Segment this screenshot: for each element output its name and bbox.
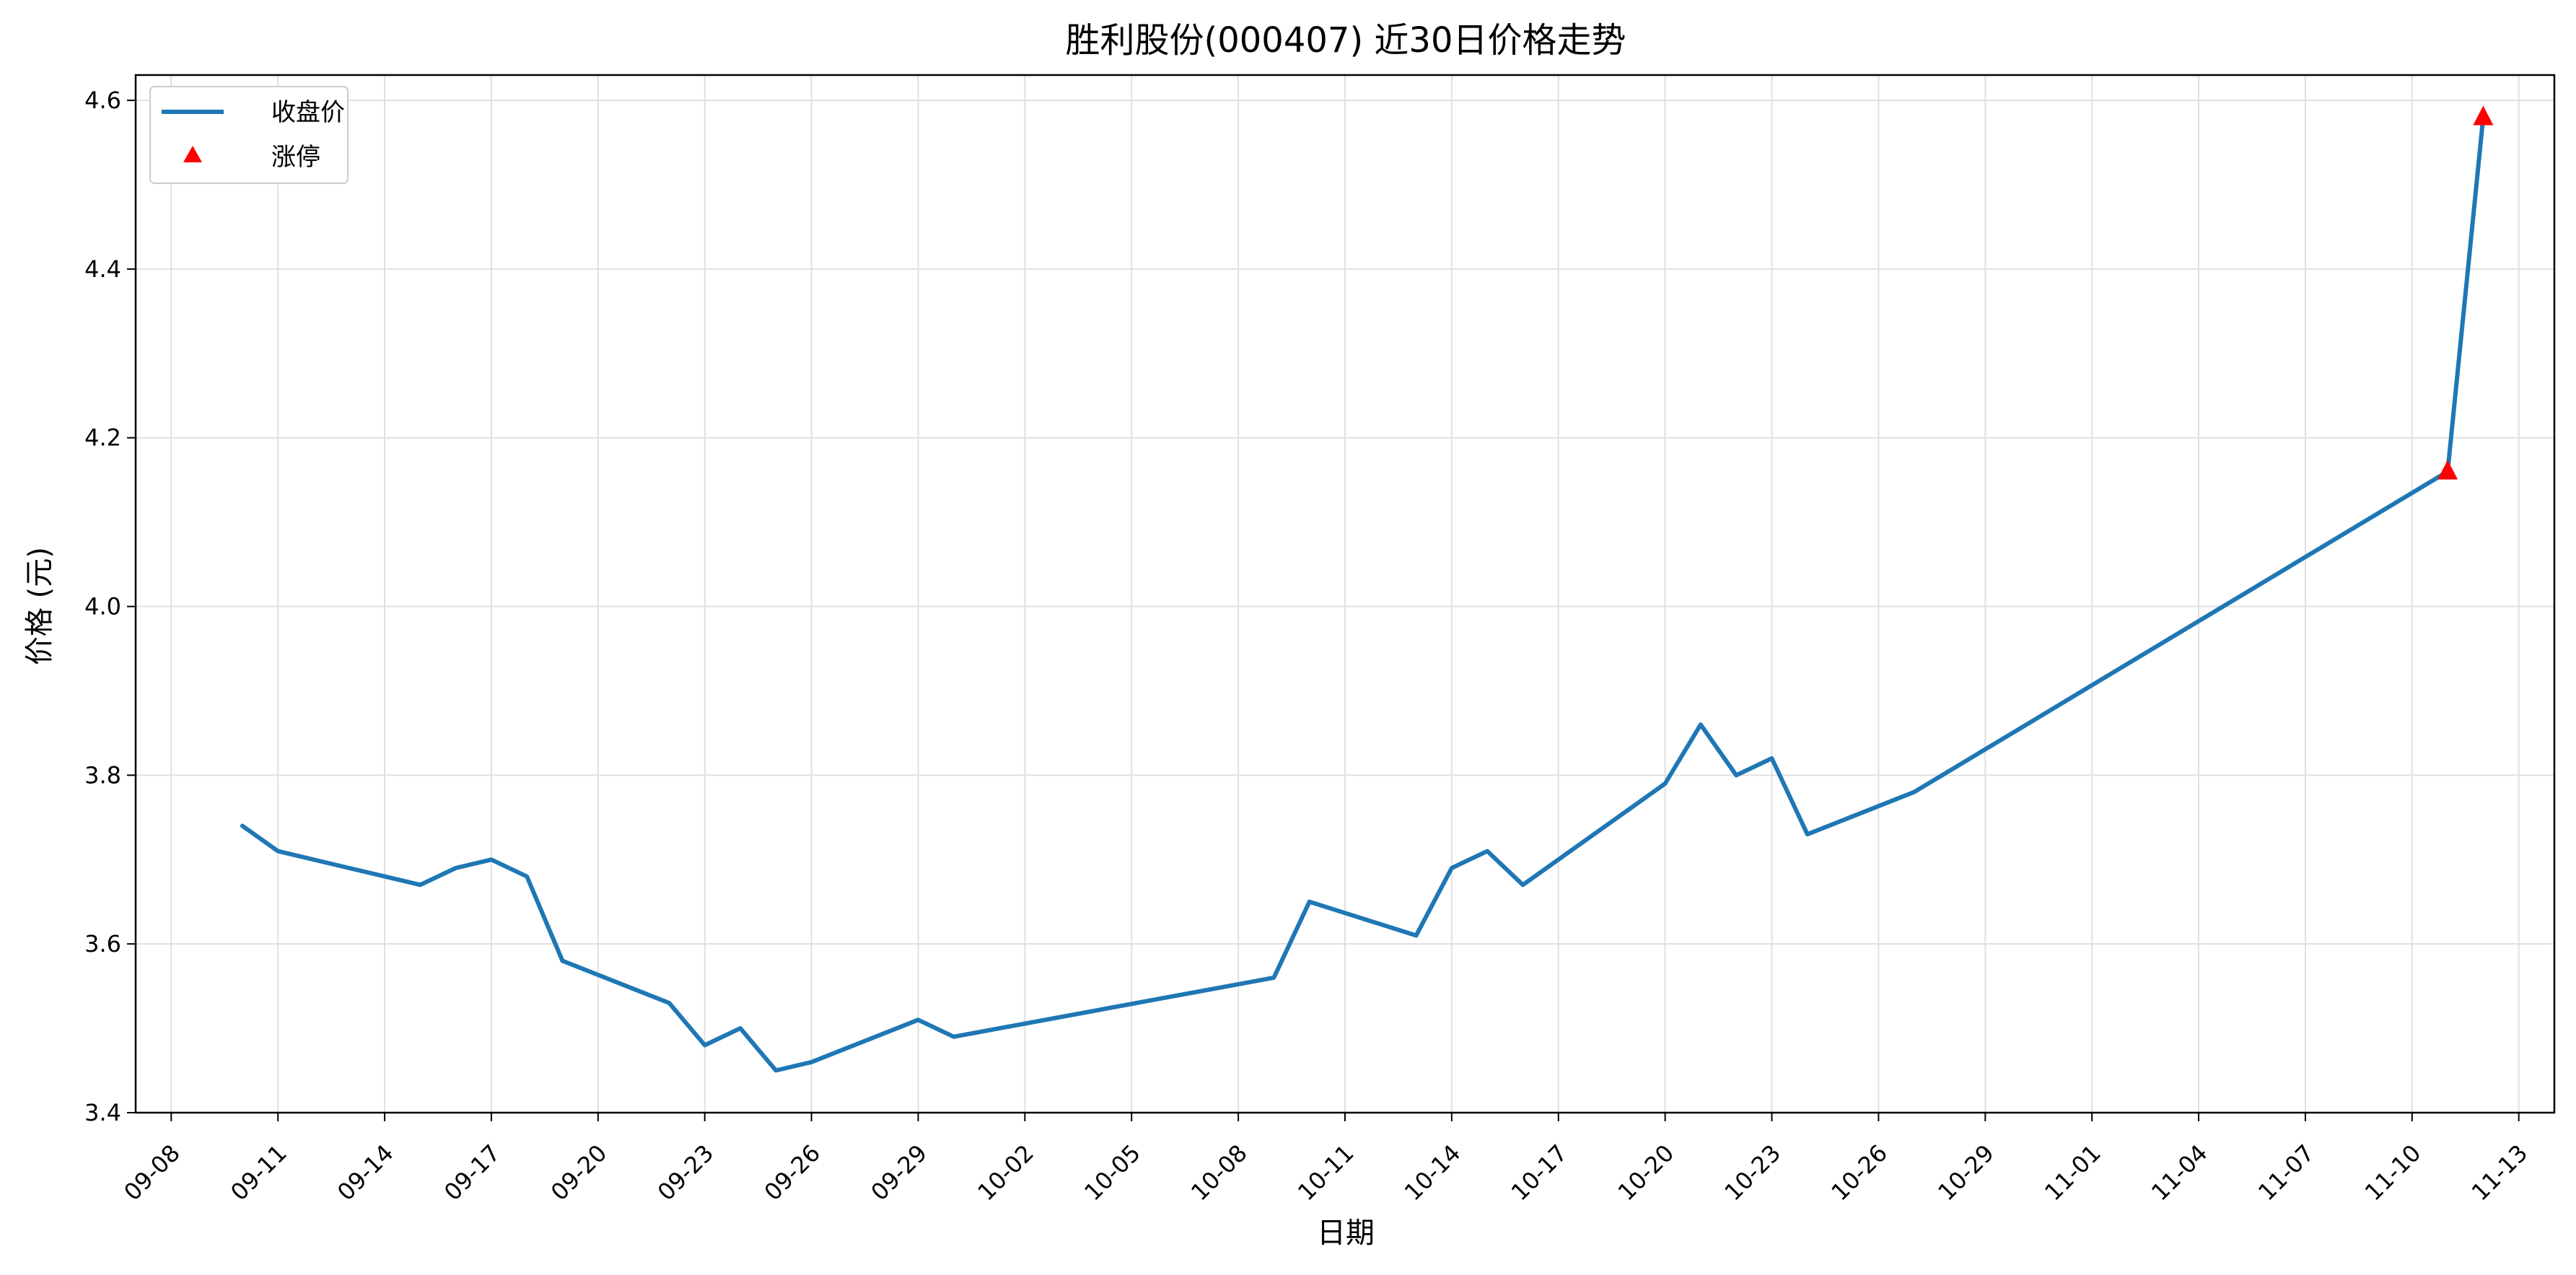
close-price-point — [952, 1035, 956, 1039]
close-price-point — [1912, 790, 1916, 794]
grid — [136, 75, 2554, 1113]
close-price-point — [667, 1001, 671, 1005]
close-price-point — [1414, 933, 1419, 937]
y-axis-title: 价格 (元) — [23, 547, 56, 665]
close-price-point — [810, 1060, 814, 1064]
y-tick-label: 4.0 — [84, 593, 121, 621]
close-price-point — [1520, 882, 1525, 887]
close-price-point — [916, 1017, 920, 1022]
y-tick-label: 4.4 — [84, 255, 121, 283]
close-price-point — [489, 857, 494, 862]
y-tick-label: 3.8 — [84, 761, 121, 789]
close-price-point — [454, 866, 458, 870]
limit-up-marker — [2437, 460, 2458, 480]
y-tick-label: 3.4 — [84, 1099, 121, 1126]
close-price-point — [347, 866, 351, 870]
legend-limit-up-swatch — [183, 146, 202, 162]
close-price-point — [1770, 756, 1774, 761]
close-price-point — [703, 1043, 707, 1047]
y-tick-label: 4.2 — [84, 424, 121, 452]
legend-limit-up-label: 涨停 — [271, 143, 320, 172]
close-price-point — [418, 882, 422, 887]
close-price-point — [1734, 773, 1738, 777]
limit-up-marker — [2473, 105, 2494, 126]
close-price-point — [1450, 866, 1454, 870]
y-tick-label: 3.6 — [84, 930, 121, 958]
close-price-point — [525, 875, 529, 879]
legend-close-label: 收盘价 — [271, 98, 345, 127]
close-price-point — [1271, 976, 1276, 980]
chart-title: 胜利股份(000407) 近30日价格走势 — [1065, 20, 1626, 61]
close-price-point — [561, 959, 565, 963]
close-price-point — [774, 1069, 778, 1073]
close-price-point — [1485, 849, 1489, 854]
close-price-point — [276, 849, 280, 854]
close-price-point — [738, 1026, 742, 1030]
plot-frame — [134, 74, 2556, 1114]
close-price-point — [1805, 832, 1810, 836]
close-price-point — [240, 824, 245, 828]
close-price-point — [1307, 900, 1312, 904]
close-price-point — [1699, 722, 1703, 727]
series-layer — [240, 105, 2494, 1073]
close-price-point — [1663, 781, 1668, 786]
x-axis-title: 日期 — [1317, 1217, 1375, 1250]
legend: 收盘价 涨停 — [149, 86, 349, 184]
close-price-line — [240, 115, 2486, 1073]
y-tick-label: 4.6 — [84, 87, 121, 114]
